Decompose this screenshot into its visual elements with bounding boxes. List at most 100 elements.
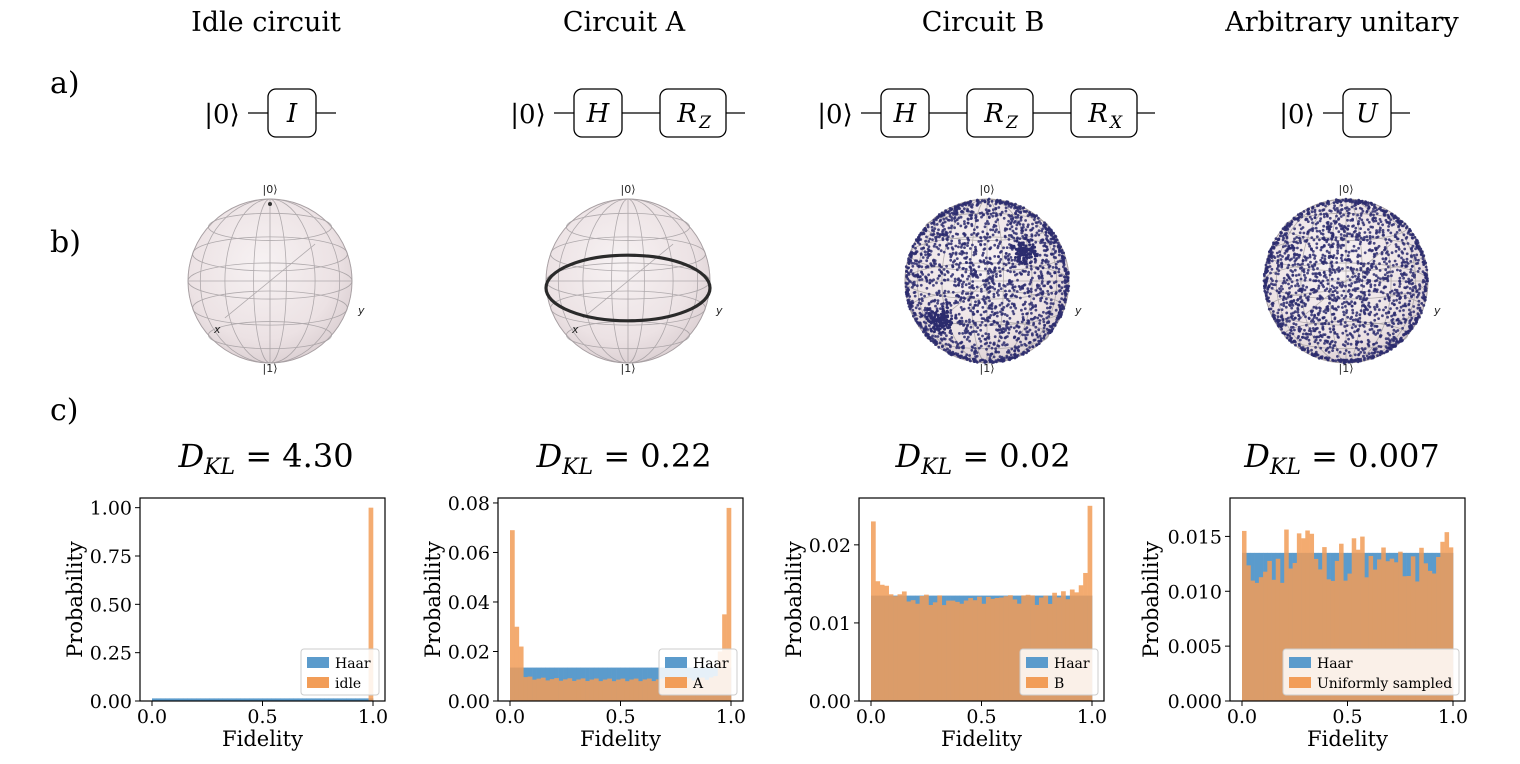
sample-point (1358, 313, 1362, 316)
sample-point (1357, 199, 1361, 203)
sample-point (1404, 304, 1408, 308)
sample-bar (651, 681, 657, 701)
sample-point (999, 200, 1002, 204)
sample-point (1332, 201, 1336, 205)
sample-point (982, 295, 986, 299)
sample-point (1335, 298, 1339, 302)
sample-point (1054, 292, 1058, 295)
sample-point (1340, 259, 1344, 262)
sample-point (949, 230, 952, 234)
sample-point (911, 245, 915, 249)
sample-point (1379, 220, 1383, 224)
sample-point (984, 332, 988, 335)
sample-point (968, 286, 971, 289)
sample-point (1024, 337, 1028, 341)
sample-point (920, 247, 923, 251)
sample-point (1364, 321, 1367, 325)
sample-point (972, 330, 976, 333)
sample-point (1012, 326, 1016, 330)
sample-point (1057, 270, 1061, 274)
sample-point (1277, 238, 1281, 242)
sample-point (1347, 302, 1351, 306)
sample-point (1378, 299, 1382, 303)
sample-point (1358, 206, 1362, 210)
sample-point (1334, 208, 1337, 212)
sample-point (1269, 271, 1272, 275)
sample-point (1279, 289, 1283, 293)
sample-point (1386, 278, 1389, 281)
sample-point (1377, 244, 1381, 248)
sample-point (970, 233, 973, 237)
sample-point (1004, 203, 1008, 206)
sample-point (1326, 282, 1330, 286)
sample-point (1375, 312, 1379, 316)
sample-point (1353, 274, 1357, 278)
sample-point (976, 310, 979, 314)
sample-point (925, 243, 929, 247)
sample-bar (532, 679, 537, 701)
sample-point (974, 321, 977, 325)
bloch-sphere-3: |0⟩|1⟩y (1262, 183, 1441, 375)
sample-point (938, 263, 941, 267)
sample-point (994, 266, 997, 270)
sample-point (925, 315, 929, 319)
sample-point (984, 297, 988, 300)
sample-point (1023, 252, 1026, 256)
sample-point (1034, 234, 1037, 237)
sample-point (959, 224, 963, 228)
sample-point (1293, 227, 1296, 231)
sample-point (1287, 276, 1291, 279)
sample-point (1042, 334, 1046, 338)
sample-point (1404, 280, 1408, 284)
sample-point (1306, 350, 1310, 354)
sample-point (1410, 327, 1414, 330)
sample-point (1367, 228, 1370, 231)
sample-point (954, 284, 958, 288)
sample-point (954, 213, 958, 216)
sample-point (992, 223, 996, 227)
sample-point (963, 297, 967, 300)
sample-point (937, 253, 941, 256)
sample-point (907, 288, 910, 292)
legend-label: Uniformly sampled (1317, 676, 1452, 692)
sample-point (974, 323, 977, 327)
sample-point (1381, 314, 1384, 318)
sample-point (971, 243, 974, 247)
sample-point (976, 201, 979, 205)
sample-point (942, 324, 946, 328)
sample-point (1031, 226, 1035, 230)
sample-point (1355, 296, 1359, 300)
sample-point (1267, 299, 1271, 303)
sample-point (1359, 214, 1363, 217)
sample-point (1337, 296, 1341, 300)
sample-point (976, 333, 980, 336)
x-axis-label: Fidelity (580, 727, 661, 751)
sample-point (1401, 304, 1405, 308)
sample-point (1007, 303, 1010, 306)
sample-point (1317, 311, 1321, 315)
sample-point (1420, 311, 1423, 315)
sample-point (1308, 244, 1312, 248)
sample-point (1051, 302, 1055, 306)
sample-point (1424, 265, 1428, 269)
sample-point (1002, 262, 1006, 266)
sample-point (1049, 302, 1053, 305)
sample-point (1316, 353, 1320, 357)
sample-point (928, 320, 932, 324)
sample-point (983, 359, 987, 363)
sample-point (1006, 298, 1009, 301)
sample-point (1313, 216, 1317, 219)
sample-bar (893, 596, 898, 701)
sample-point (931, 337, 935, 341)
sample-point (940, 282, 944, 285)
sample-point (1385, 349, 1389, 353)
sample-point (927, 335, 931, 339)
sample-point (1370, 356, 1374, 360)
sample-point (1321, 316, 1325, 320)
sample-point (953, 217, 956, 221)
sample-point (1006, 254, 1010, 258)
sample-point (979, 344, 983, 348)
dkl-equals: = (1301, 437, 1348, 475)
sample-point (1363, 251, 1367, 255)
sample-point (943, 337, 947, 341)
